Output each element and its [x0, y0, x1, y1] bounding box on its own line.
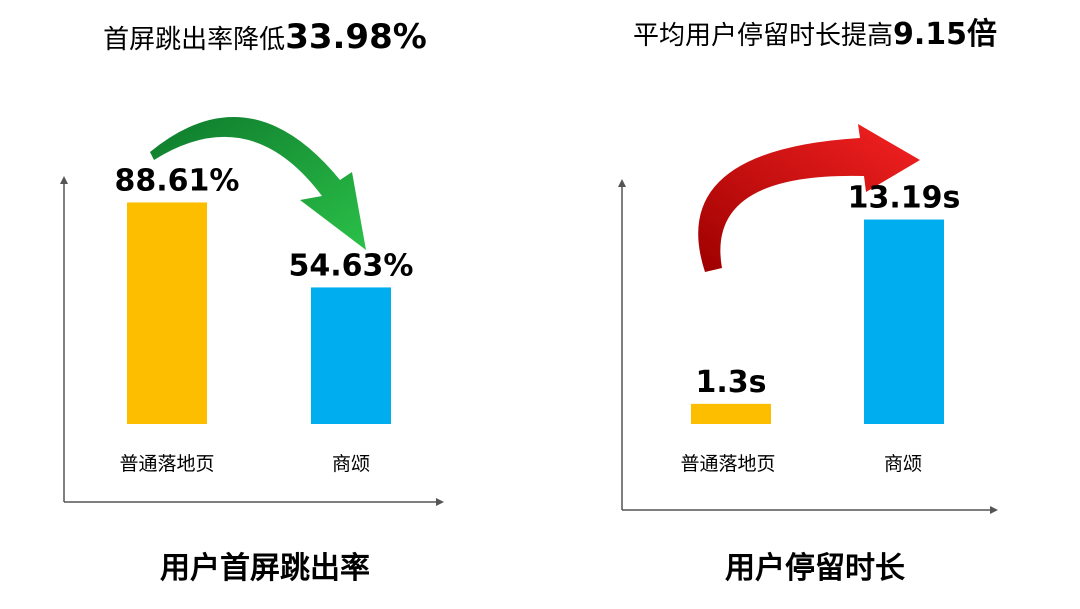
value-label-ordinary: 1.3s	[695, 365, 766, 400]
decrease-arrow-icon	[150, 116, 366, 251]
increase-arrow-icon	[698, 124, 920, 272]
chart-bounce-rate: 首屏跳出率降低33.98% 88.61% 54.63% 普通落地页 商颂 用户首…	[60, 17, 444, 586]
chart-dwell-time: 平均用户停留时长提高9.15倍 1.3s 13.19s 普通落地页 商颂 用户停…	[618, 17, 998, 586]
category-label-shangsong: 商颂	[884, 453, 922, 475]
headline-bounce: 首屏跳出率降低33.98%	[103, 17, 427, 57]
bar-ordinary-landing-page	[127, 202, 207, 424]
category-label-shangsong: 商颂	[332, 453, 370, 475]
headline-dwell: 平均用户停留时长提高9.15倍	[633, 17, 997, 52]
category-label-ordinary: 普通落地页	[119, 453, 214, 475]
bar-shangsong	[864, 219, 944, 424]
value-label-ordinary: 88.61%	[115, 163, 240, 198]
value-label-shangsong: 54.63%	[289, 248, 414, 283]
category-label-ordinary: 普通落地页	[680, 453, 775, 475]
value-label-shangsong: 13.19s	[848, 181, 961, 216]
caption-bounce: 用户首屏跳出率	[160, 551, 370, 586]
bar-shangsong	[311, 287, 391, 424]
caption-dwell: 用户停留时长	[725, 551, 905, 586]
bar-ordinary-landing-page	[691, 403, 771, 424]
